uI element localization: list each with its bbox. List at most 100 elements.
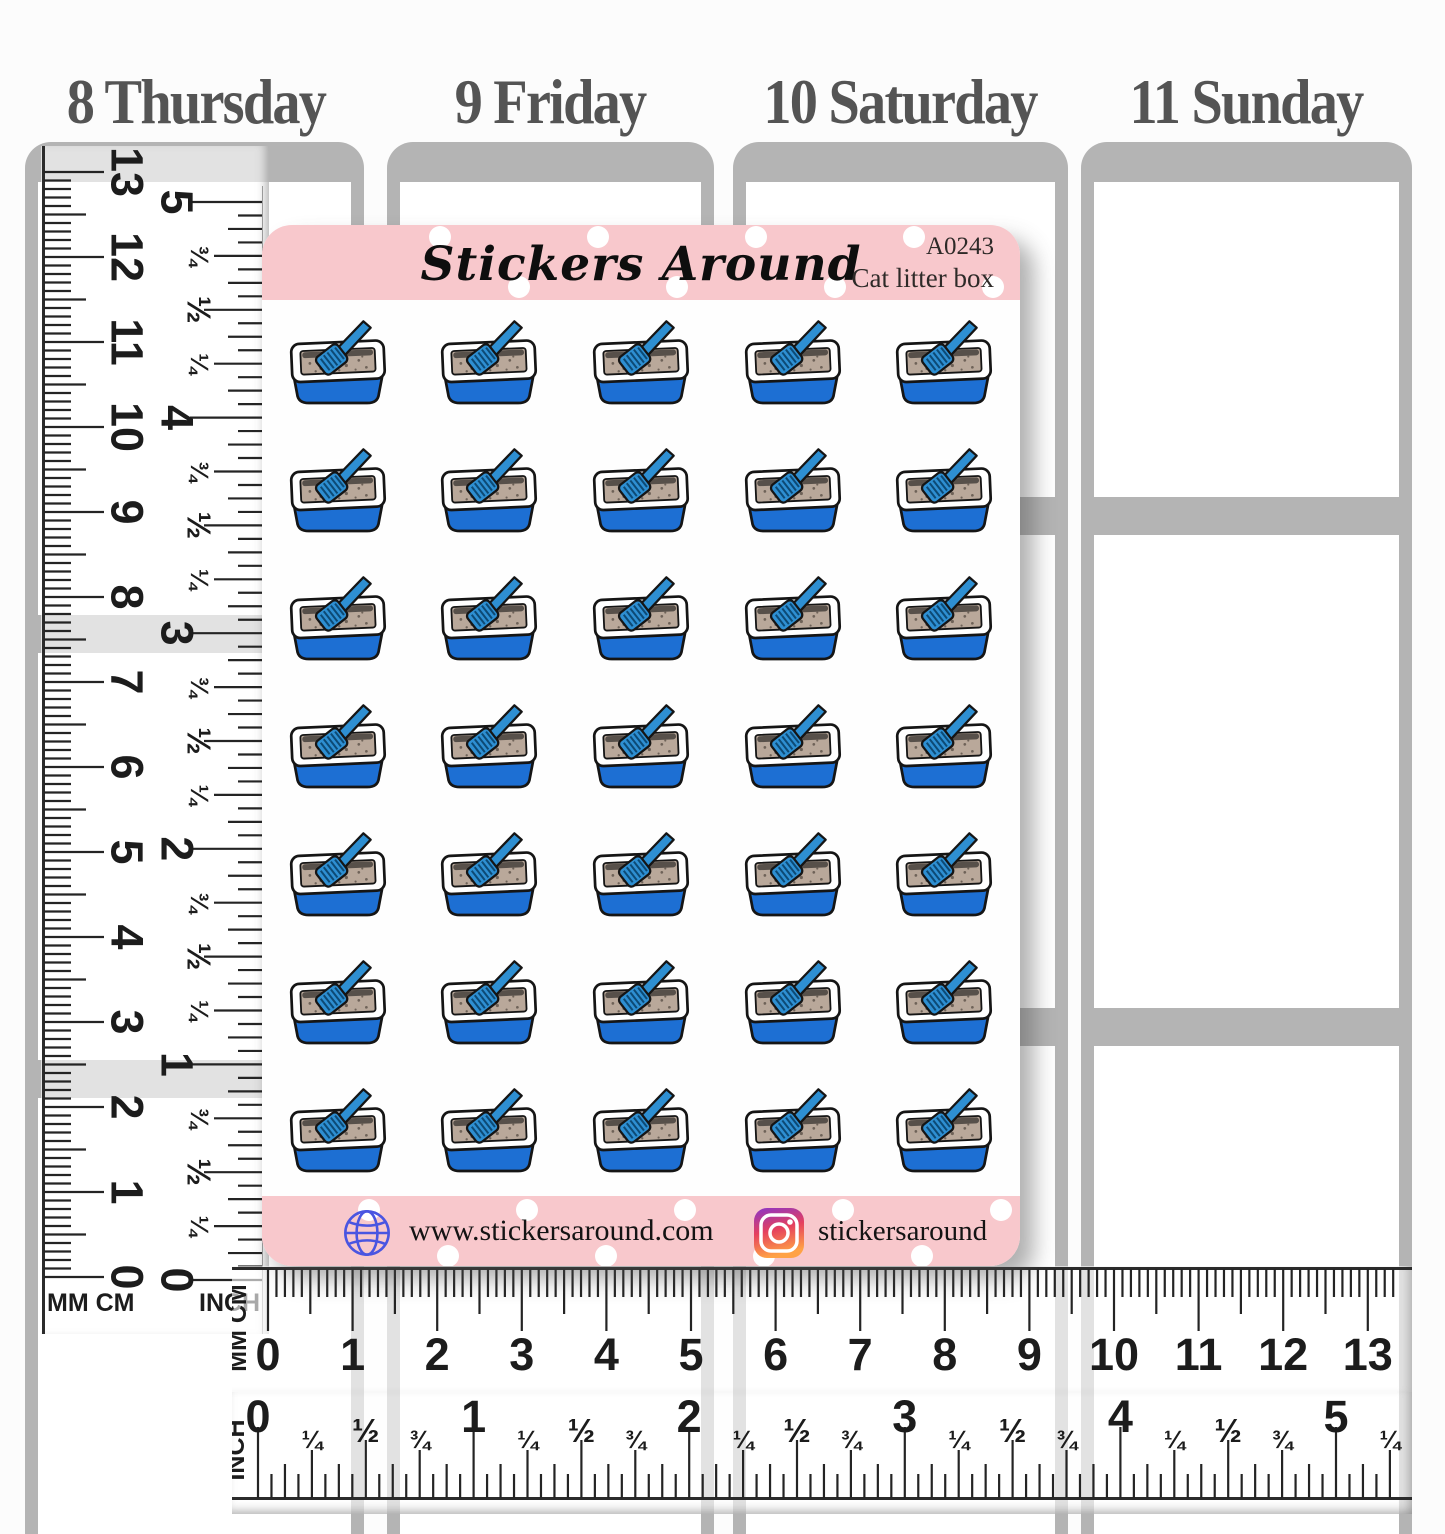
inch-fraction: ½ (1214, 1412, 1242, 1449)
cat-litter-box-sticker (430, 446, 548, 538)
day-header-3: 11 Sunday (1129, 66, 1364, 137)
cm-number: 7 (102, 669, 153, 694)
cat-litter-box-sticker (734, 702, 852, 794)
inch-fraction: ¼ (1379, 1426, 1402, 1454)
cm-number: 1 (102, 1179, 153, 1204)
polka-dot (429, 226, 451, 248)
sticker-grid (262, 300, 1020, 1196)
polka-dot (437, 1245, 459, 1266)
cat-litter-box-sticker (885, 574, 1003, 666)
day-header-0: 8 Thursday (66, 66, 327, 137)
cat-litter-box-sticker (734, 318, 852, 410)
cat-litter-box-sticker (734, 574, 852, 666)
polka-dot (990, 1199, 1012, 1221)
sticker-sheet: Stickers Around A0243 Cat litter box www… (262, 225, 1020, 1266)
inch-fraction: ¼ (185, 353, 213, 376)
inch-number: 1 (152, 1052, 203, 1077)
cat-litter-box-sticker (582, 702, 700, 794)
cat-litter-box-sticker (582, 1086, 700, 1178)
inch-fraction: ¼ (185, 784, 213, 807)
horizontal-cm-ruler: 0 1 2 3 4 5 6 7 8 9 10 11 12 13 MM CM (224, 1266, 1412, 1392)
cat-litter-box-sticker (582, 318, 700, 410)
cat-litter-box-sticker (734, 446, 852, 538)
inch-fraction: ¾ (185, 461, 213, 484)
polka-dot (911, 1245, 933, 1266)
planner-column-divider (1081, 1008, 1412, 1046)
cm-number: 8 (102, 584, 153, 609)
product-name: Cat litter box (851, 263, 994, 293)
cm-unit-label: MM CM (232, 1284, 252, 1371)
inch-number: 1 (461, 1392, 486, 1442)
day-header-2: 10 Saturday (763, 66, 1038, 137)
inch-number: 0 (152, 1267, 203, 1292)
cm-number: 12 (102, 232, 153, 282)
inch-fraction: ¼ (517, 1426, 540, 1454)
cm-number: 10 (1089, 1329, 1139, 1380)
inch-fraction: ¾ (185, 245, 213, 268)
cat-litter-box-sticker (734, 958, 852, 1050)
inch-fraction: ¼ (1164, 1426, 1187, 1454)
sheet-header-band: Stickers Around A0243 Cat litter box (262, 225, 1020, 300)
instagram-icon (754, 1208, 804, 1258)
cat-litter-box-sticker (885, 446, 1003, 538)
inch-fraction: ½ (181, 943, 218, 971)
instagram-handle: stickersaround (818, 1215, 988, 1247)
cm-number: 6 (102, 754, 153, 779)
inch-fraction: ¼ (948, 1426, 971, 1454)
cm-number: 11 (102, 318, 153, 366)
vertical-ruler: 0 1 2 3 4 5 6 7 8 9 10 11 12 13 0 1 2 3 4 5 ¼ ½ ¾ ¼ ½ ¾ ¼ ½ ¾ ¼ ½ ¾ ¼ ½ ¾ M… (41, 146, 269, 1334)
inch-number: 2 (152, 836, 203, 861)
sku-block: A0243 Cat litter box (852, 232, 994, 294)
cm-number: 1 (340, 1329, 365, 1380)
cm-number: 8 (932, 1329, 957, 1380)
cat-litter-box-sticker (582, 446, 700, 538)
cm-number: 2 (425, 1329, 450, 1380)
cm-number: 13 (1343, 1329, 1393, 1380)
inch-fraction: ½ (568, 1412, 596, 1449)
polka-dot (832, 1199, 854, 1221)
cm-number: 0 (102, 1264, 153, 1289)
inch-unit-label: INCH (232, 1419, 250, 1480)
cat-litter-box-sticker (430, 702, 548, 794)
polka-dot (666, 276, 688, 298)
day-header-1: 9 Friday (454, 66, 648, 137)
inch-fraction: ¾ (185, 892, 213, 915)
inch-number: 3 (152, 621, 203, 646)
globe-icon (344, 1210, 390, 1256)
polka-dot (587, 226, 609, 248)
cat-litter-box-sticker (430, 574, 548, 666)
polka-dot (516, 1199, 538, 1221)
cm-number: 5 (678, 1329, 703, 1380)
inch-fraction: ½ (181, 512, 218, 540)
inch-fraction: ¾ (409, 1426, 432, 1454)
cm-number: 13 (102, 147, 153, 197)
inch-fraction: ¾ (1272, 1426, 1295, 1454)
cm-number: 9 (102, 499, 153, 524)
sku-code: A0243 (925, 233, 994, 260)
polka-dot (508, 276, 530, 298)
polka-dot (824, 276, 846, 298)
cm-number: 11 (1175, 1329, 1223, 1380)
inch-number: 5 (152, 189, 203, 214)
inch-number: 4 (1108, 1392, 1133, 1442)
cm-number: 4 (102, 924, 153, 949)
inch-fraction: ¼ (185, 1000, 213, 1023)
inch-fraction: ½ (181, 296, 218, 324)
inch-number: 5 (1323, 1392, 1348, 1442)
cat-litter-box-sticker (582, 574, 700, 666)
cm-number: 4 (594, 1329, 619, 1380)
cat-litter-box-sticker (582, 958, 700, 1050)
cat-litter-box-sticker (734, 1086, 852, 1178)
cm-number: 0 (255, 1329, 280, 1380)
inch-fraction: ½ (783, 1412, 811, 1449)
cat-litter-box-sticker (279, 830, 397, 922)
polka-dot (595, 1245, 617, 1266)
inch-fraction: ½ (999, 1412, 1027, 1449)
cm-number: 9 (1017, 1329, 1042, 1380)
inch-fraction: ¾ (185, 677, 213, 700)
cm-number: 7 (848, 1329, 873, 1380)
cat-litter-box-sticker (430, 318, 548, 410)
cat-litter-box-sticker (279, 1086, 397, 1178)
cat-litter-box-sticker (279, 958, 397, 1050)
